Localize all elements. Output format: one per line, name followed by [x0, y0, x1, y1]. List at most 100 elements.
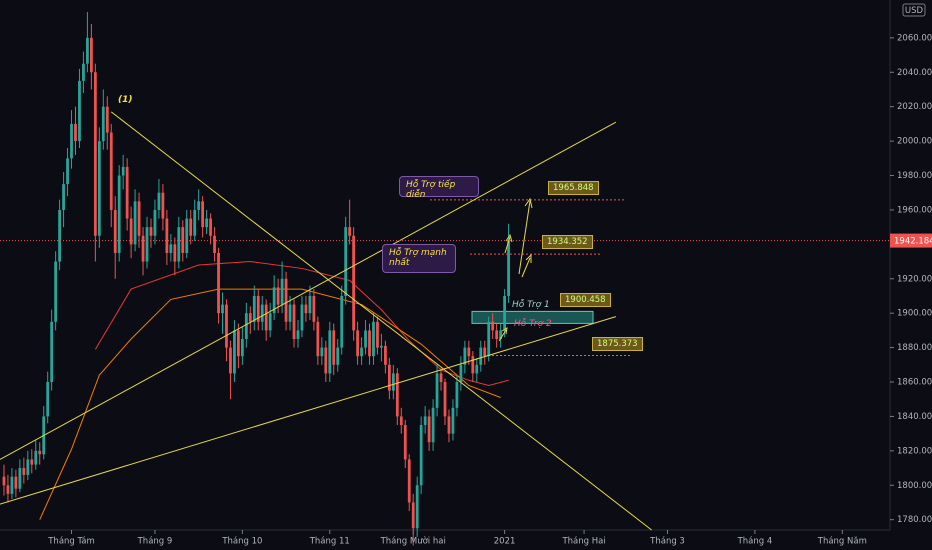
- candle-body: [197, 201, 201, 210]
- candle-body: [221, 304, 224, 314]
- candle-body: [26, 459, 30, 475]
- candle-body: [117, 175, 121, 253]
- candle-body: [201, 201, 205, 228]
- candle-body: [495, 330, 499, 339]
- arrow: [521, 253, 532, 278]
- candle-body: [22, 468, 26, 475]
- y-tick-label: 1840.000: [897, 412, 932, 422]
- candle-body: [121, 166, 125, 176]
- level-label: 1875.373: [592, 336, 643, 351]
- x-tick-label: Tháng Năm: [817, 537, 867, 547]
- candle-body: [471, 356, 475, 374]
- trend-line: [110, 111, 652, 531]
- y-tick-label: 1780.000: [897, 515, 932, 525]
- candle-body: [296, 330, 300, 339]
- y-tick-label: 1920.000: [897, 274, 932, 284]
- candle-body: [487, 321, 491, 357]
- arrow: [504, 233, 513, 254]
- candle-body: [272, 287, 276, 314]
- candle-body: [101, 106, 105, 142]
- candle-body: [161, 192, 165, 219]
- candle-body: [14, 476, 18, 489]
- currency-box: [902, 3, 926, 17]
- candle-body: [50, 321, 54, 383]
- candle-body: [443, 382, 447, 417]
- candle-body: [169, 244, 173, 253]
- candle-body: [455, 382, 459, 408]
- trend-line: [0, 316, 616, 505]
- candle-body: [304, 304, 308, 314]
- x-tick-label: Tháng 4: [737, 537, 773, 547]
- candle-body: [332, 330, 336, 365]
- candle-body: [364, 330, 367, 348]
- candle-body: [177, 227, 181, 262]
- candle-body: [113, 209, 117, 253]
- candle-body: [109, 132, 113, 210]
- candle-body: [372, 321, 375, 357]
- candle-body: [10, 476, 14, 494]
- candle-body: [34, 450, 38, 465]
- candle-body: [78, 80, 81, 142]
- y-tick-label: 1960.000: [897, 205, 932, 215]
- candle-body: [292, 304, 296, 339]
- candle-body: [312, 295, 316, 322]
- candle-body: [89, 37, 93, 73]
- candle-body: [260, 304, 264, 322]
- level-label: 1934.352: [542, 235, 593, 250]
- candle-body: [356, 330, 359, 357]
- candle-body: [376, 321, 379, 348]
- candle-body: [54, 261, 58, 322]
- annotation: Hỗ Trợ 1: [512, 300, 550, 310]
- candle-body: [276, 287, 280, 305]
- candle-body: [145, 227, 149, 262]
- candle-body: [86, 37, 89, 64]
- candle-body: [399, 416, 403, 426]
- candle-body: [264, 304, 268, 331]
- last-price-label: 1942.184: [894, 237, 932, 247]
- candle-body: [93, 72, 97, 236]
- y-tick-label: 1820.000: [897, 446, 932, 456]
- candle-body: [193, 209, 197, 236]
- candle-body: [475, 364, 479, 374]
- callout: Hỗ Trợ mạnh nhất: [382, 244, 456, 273]
- candle-body: [324, 347, 328, 374]
- candle-body: [189, 218, 193, 236]
- candle-body: [217, 252, 220, 314]
- arrow: [498, 327, 508, 342]
- candle-body: [368, 330, 371, 357]
- candle-body: [447, 416, 451, 434]
- candle-body: [415, 485, 419, 529]
- x-tick-label: Tháng 11: [309, 537, 350, 547]
- trend-line: [0, 121, 617, 460]
- candle-body: [248, 313, 252, 322]
- candle-body: [137, 201, 141, 236]
- candle-body: [403, 425, 407, 460]
- candle-body: [423, 416, 427, 426]
- candle-body: [308, 295, 312, 314]
- candle-body: [316, 321, 320, 357]
- candle-body: [133, 201, 137, 245]
- candle-body: [407, 459, 411, 503]
- candle-body: [352, 235, 356, 331]
- candle-body: [233, 330, 236, 374]
- candle-body: [173, 244, 177, 262]
- candle-body: [395, 373, 399, 417]
- candle-body: [225, 304, 228, 348]
- y-tick-label: 1900.000: [897, 309, 932, 319]
- last-price-box: [890, 233, 932, 248]
- arrow: [518, 197, 533, 275]
- candle-body: [70, 123, 73, 159]
- candle-body: [491, 321, 495, 331]
- candle-body: [105, 106, 109, 133]
- candle-body: [459, 364, 463, 383]
- candle-body: [360, 347, 363, 357]
- x-tick-label: 2021: [494, 537, 516, 547]
- support-zone: [471, 310, 594, 324]
- candle-body: [268, 313, 272, 331]
- candle-body: [153, 209, 157, 236]
- candle-body: [62, 184, 65, 210]
- candle-body: [391, 373, 395, 391]
- currency: USD: [905, 6, 924, 16]
- candle-body: [2, 476, 6, 486]
